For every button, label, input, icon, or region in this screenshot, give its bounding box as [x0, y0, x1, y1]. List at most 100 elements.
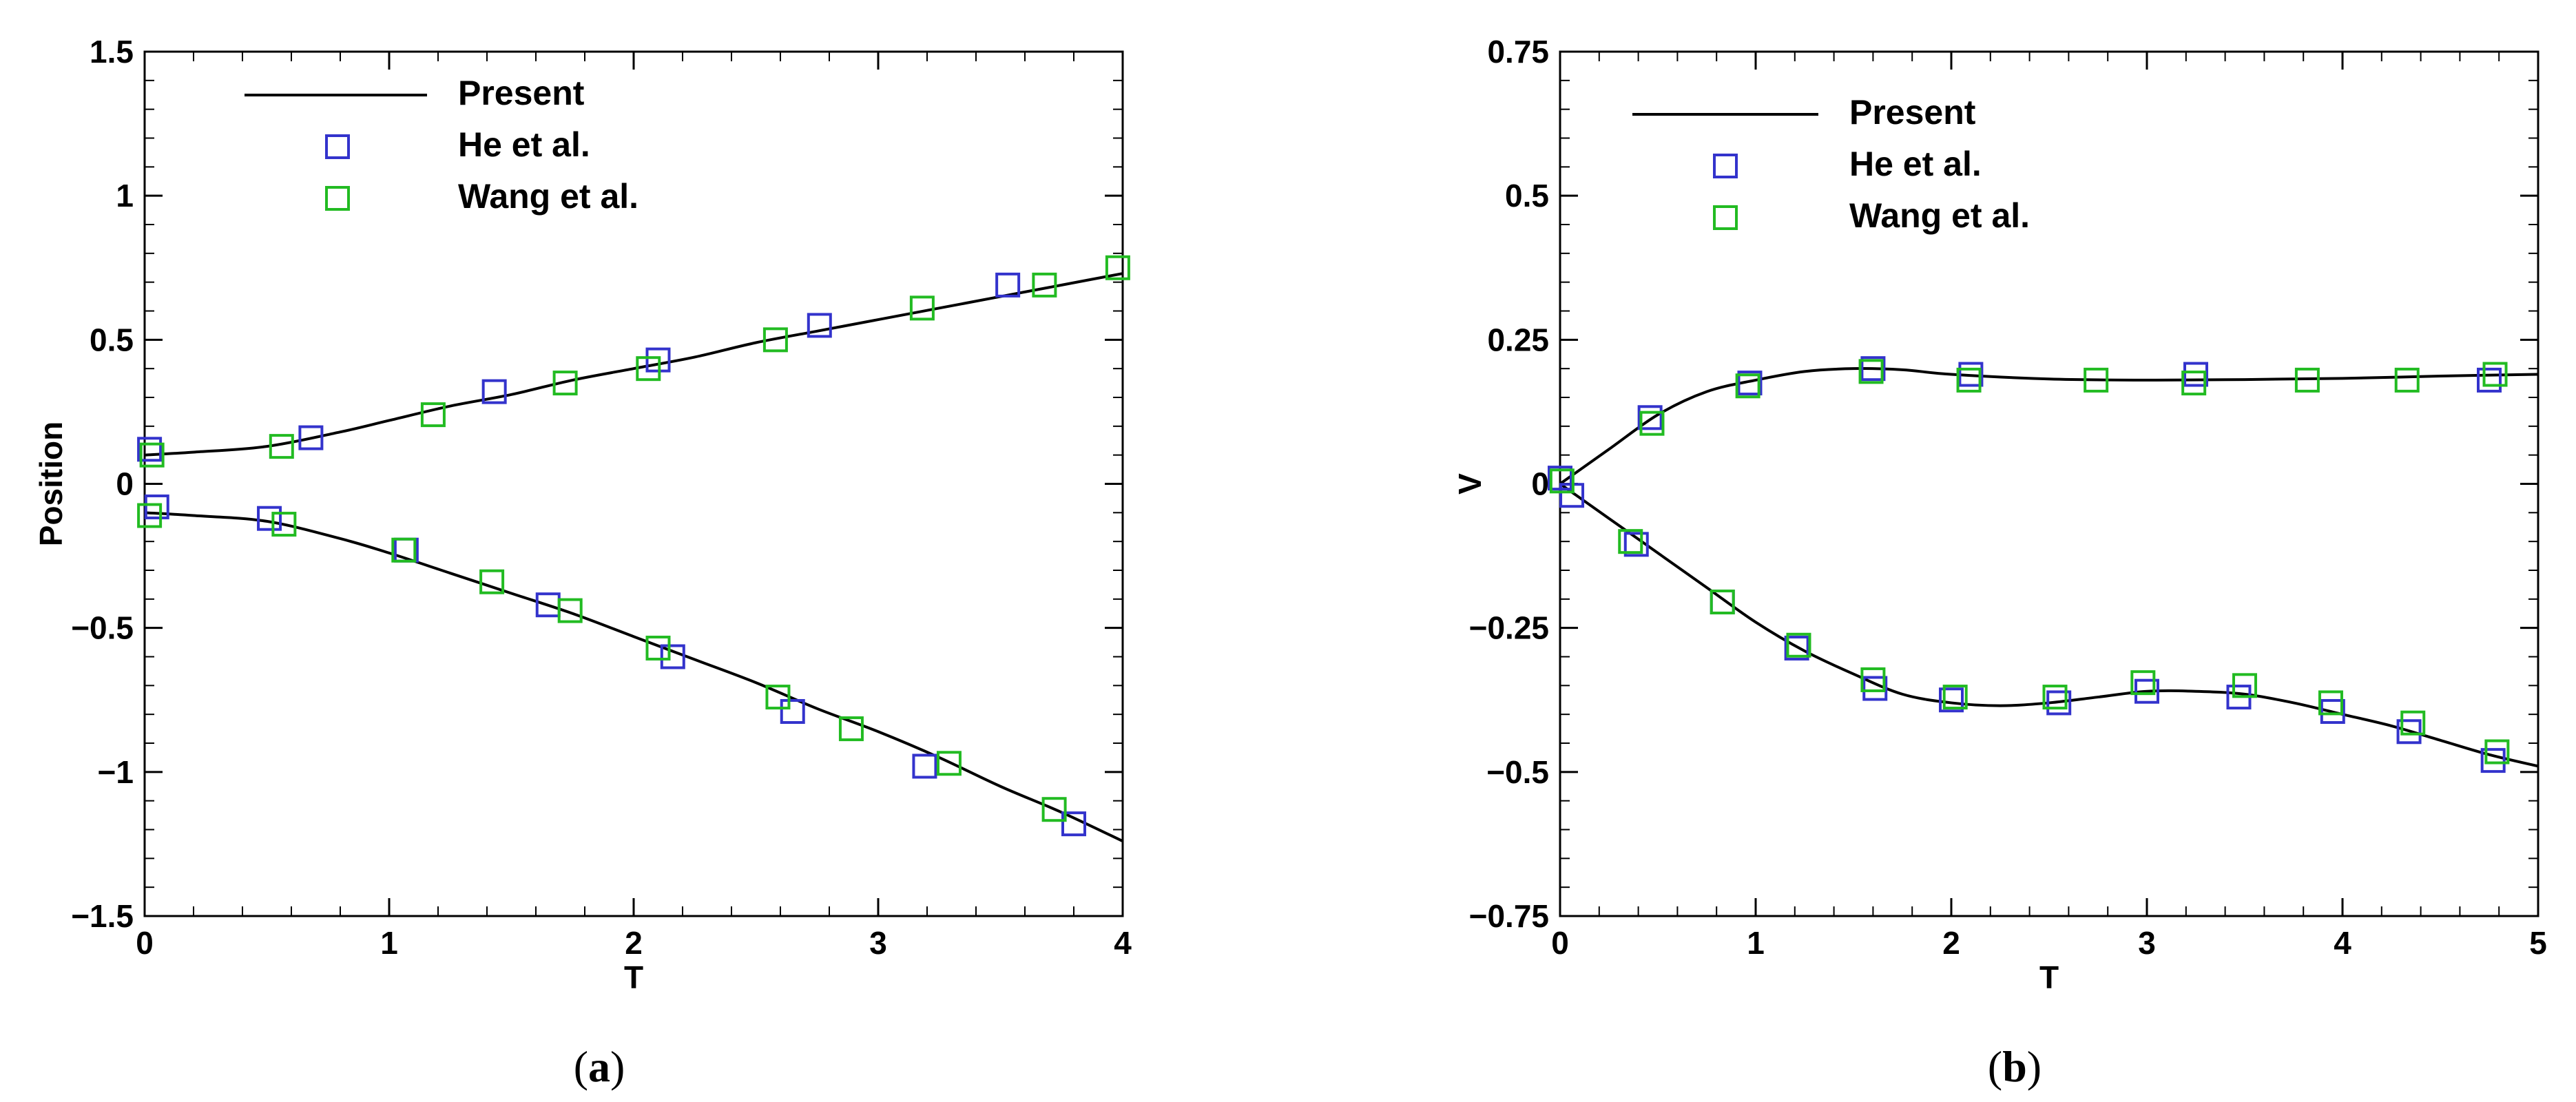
x-tick-label: 1	[380, 925, 398, 961]
data-point-wang-et-al	[2318, 690, 2343, 716]
legend-label: He et al.	[458, 125, 590, 164]
x-axis-label: T	[624, 959, 643, 995]
legend: Present He et al. Wang et al.	[1632, 93, 2030, 235]
plot-area	[145, 272, 1123, 843]
y-tick-label: −0.25	[1469, 610, 1549, 646]
data-point-wang-et-al	[765, 685, 791, 710]
x-tick-label: 3	[2138, 925, 2156, 961]
data-point-wang-et-al	[2400, 710, 2426, 736]
legend-label: Wang et al.	[458, 177, 638, 216]
data-point-he-et-al	[1939, 687, 1964, 713]
data-point-he-et-al	[1784, 635, 1809, 661]
data-point-he-et-al	[807, 313, 832, 338]
data-point-wang-et-al	[2394, 367, 2420, 393]
data-point-he-et-al	[2320, 698, 2345, 724]
data-point-wang-et-al	[1618, 529, 1643, 554]
caption-letter: b	[2002, 1042, 2027, 1091]
y-tick-label: 0.5	[90, 322, 134, 357]
data-point-wang-et-al	[1041, 797, 1067, 822]
series-line-present-2	[1560, 482, 2538, 768]
data-point-wang-et-al	[909, 295, 935, 321]
y-tick-label: 1.5	[90, 34, 134, 70]
data-point-wang-et-al	[1858, 359, 1884, 384]
chart-panel-1: 0 1 2 3 4 −1.5 −1 −0.5 0 0.5 1 1.5 T Position Present H…	[33, 34, 1132, 1091]
data-point-he-et-al	[257, 506, 282, 531]
data-point-he-et-al	[2046, 690, 2072, 716]
data-point-wang-et-al	[936, 751, 962, 776]
y-tick-label: 0	[1531, 466, 1549, 502]
data-point-wang-et-al	[636, 356, 661, 382]
data-point-he-et-al	[1061, 811, 1086, 837]
data-point-wang-et-al	[1710, 590, 1735, 615]
data-point-wang-et-al	[2484, 739, 2510, 765]
data-point-wang-et-al	[269, 434, 294, 459]
data-point-wang-et-al	[557, 598, 583, 623]
y-tick-label: −0.5	[71, 610, 134, 646]
data-point-wang-et-al	[1735, 373, 1760, 399]
data-point-wang-et-al	[645, 635, 671, 661]
plot-area	[1560, 367, 2538, 768]
data-point-wang-et-al	[2294, 367, 2320, 393]
data-point-wang-et-al	[2482, 362, 2508, 387]
y-tick-label: −1	[98, 754, 134, 790]
data-point-wang-et-al	[762, 327, 788, 353]
legend: Present He et al. Wang et al.	[245, 74, 638, 216]
y-tick-label: 0	[116, 466, 134, 502]
caption-close: )	[2027, 1042, 2042, 1091]
data-point-wang-et-al	[1786, 632, 1811, 658]
data-point-wang-et-al	[271, 512, 297, 537]
x-tick-label: 2	[625, 925, 643, 961]
data-point-he-et-al	[912, 753, 937, 779]
data-point-wang-et-al	[2130, 670, 2156, 696]
data-point-he-et-al	[2183, 362, 2208, 387]
data-point-he-et-al	[2134, 678, 2159, 704]
data-point-wang-et-al	[552, 371, 578, 396]
data-point-he-et-al	[2396, 719, 2422, 745]
data-point-he-et-al	[137, 437, 163, 462]
data-point-he-et-al	[1958, 362, 1984, 387]
data-point-wang-et-al	[2181, 371, 2207, 396]
plot-frame	[1559, 50, 2539, 917]
x-axis-label: T	[2039, 959, 2059, 995]
data-point-wang-et-al	[139, 442, 165, 468]
data-point-wang-et-al	[420, 402, 446, 428]
series-line-present-1	[145, 272, 1123, 457]
data-point-he-et-al	[481, 379, 507, 404]
data-point-wang-et-al	[1639, 410, 1665, 436]
legend-square-swatch	[325, 134, 350, 159]
caption-letter: a	[588, 1042, 610, 1091]
legend-label: Present	[1849, 93, 1976, 132]
data-point-wang-et-al	[1105, 255, 1130, 280]
caption-open: (	[1988, 1042, 2002, 1091]
x-tick-label: 0	[1551, 925, 1569, 961]
y-tick-label: −1.5	[71, 898, 134, 934]
y-axis-label: Position	[33, 422, 69, 546]
data-point-wang-et-al	[2232, 673, 2257, 698]
data-point-he-et-al	[780, 698, 805, 724]
x-tick-label: 3	[869, 925, 887, 961]
y-axis-label: V	[1452, 473, 1488, 495]
x-tick-label: 1	[1747, 925, 1765, 961]
data-point-wang-et-al	[1032, 272, 1057, 298]
caption-close: )	[610, 1042, 625, 1091]
data-point-he-et-al	[1623, 532, 1649, 557]
data-point-he-et-al	[2480, 748, 2506, 773]
y-tick-label: 0.75	[1487, 34, 1549, 70]
legend-label: Present	[458, 74, 585, 112]
legend-label: Wang et al.	[1849, 196, 2030, 235]
data-point-wang-et-al	[1942, 685, 1968, 710]
data-point-he-et-al	[1737, 371, 1763, 396]
legend-square-swatch	[325, 186, 350, 211]
data-point-he-et-al	[144, 494, 169, 519]
data-point-he-et-al	[1860, 356, 1886, 382]
legend-square-swatch	[1713, 154, 1738, 178]
y-tick-label: −0.75	[1469, 898, 1549, 934]
series-line-present-1	[1560, 367, 2538, 486]
x-tick-label: 2	[1942, 925, 1960, 961]
data-point-he-et-al	[1637, 405, 1663, 430]
x-tick-label: 4	[2334, 925, 2351, 961]
data-point-wang-et-al	[1549, 468, 1575, 494]
y-tick-label: 0.25	[1487, 322, 1549, 357]
data-point-he-et-al	[298, 425, 324, 450]
